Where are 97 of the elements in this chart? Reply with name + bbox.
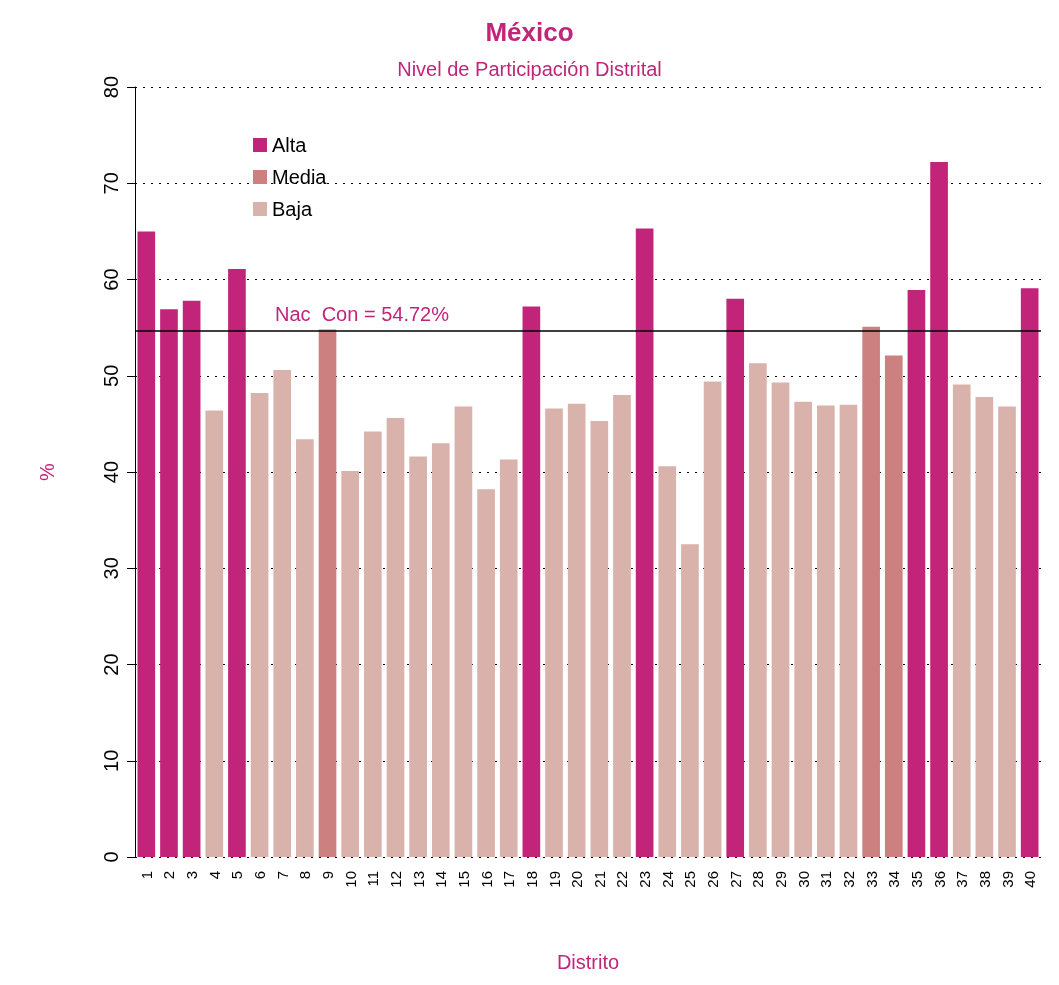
y-axis-title: % [36, 462, 58, 481]
y-tick-label: 40 [100, 460, 122, 484]
x-tick-label: 38 [975, 871, 993, 888]
legend-label: Baja [272, 198, 313, 220]
x-tick-label: 16 [477, 871, 495, 888]
x-tick-label: 11 [364, 871, 382, 887]
bar [635, 228, 654, 857]
bar [613, 395, 631, 857]
x-tick-label: 13 [409, 871, 427, 888]
x-tick-label: 19 [545, 871, 563, 888]
x-tick-label: 37 [953, 871, 971, 888]
bar [296, 439, 314, 857]
bar [771, 382, 790, 857]
x-tick-label: 34 [885, 871, 903, 888]
x-tick-label: 35 [907, 871, 925, 888]
x-tick-label: 39 [998, 871, 1016, 888]
bar [522, 306, 541, 857]
x-tick-label: 36 [930, 871, 948, 888]
bar [658, 466, 677, 857]
bar [884, 355, 903, 857]
y-tick-label: 20 [100, 653, 122, 676]
x-tick-label: 7 [273, 871, 291, 880]
bar [681, 544, 699, 857]
bar [318, 329, 337, 857]
x-tick-label: 27 [726, 871, 744, 888]
x-tick-label: 30 [794, 871, 812, 888]
x-tick-label: 24 [658, 871, 676, 888]
x-tick-label: 22 [613, 871, 631, 888]
bar [409, 456, 427, 857]
y-tick-label: 80 [100, 75, 122, 99]
x-tick-label: 2 [160, 871, 178, 880]
bar [273, 369, 292, 857]
x-axis-title: Distrito [556, 951, 620, 973]
bar [228, 268, 246, 857]
bar [839, 404, 858, 857]
bar [749, 363, 767, 857]
x-tick-label: 25 [681, 871, 699, 888]
y-tick-label: 70 [100, 172, 122, 195]
bar [998, 406, 1016, 857]
bar [454, 406, 473, 857]
bar [930, 162, 948, 857]
x-tick-label: 15 [454, 871, 472, 888]
bar [205, 410, 224, 857]
bar [182, 300, 201, 857]
x-tick-label: 40 [1021, 871, 1039, 888]
bar [816, 405, 835, 857]
x-tick-label: 21 [590, 871, 608, 888]
chart-subtitle: Nivel de Participación Distrital [397, 58, 662, 80]
bar [386, 418, 405, 857]
bar [794, 401, 813, 857]
bar [726, 298, 745, 857]
bar [952, 384, 971, 857]
x-tick-label: 32 [839, 871, 857, 888]
bar [499, 459, 518, 857]
x-tick-label: 33 [862, 871, 880, 888]
x-tick-label: 9 [319, 871, 337, 880]
bar [862, 326, 880, 857]
bar [137, 231, 156, 857]
x-tick-label: 10 [341, 871, 359, 888]
x-tick-label: 14 [432, 871, 450, 888]
y-tick-label: 10 [100, 749, 122, 772]
y-tick-label: 50 [100, 364, 122, 387]
x-tick-label: 31 [817, 871, 835, 888]
bar [907, 290, 926, 857]
bar [160, 309, 178, 857]
x-tick-label: 20 [568, 871, 586, 888]
x-tick-label: 17 [500, 871, 518, 888]
ref-line-label: Nac Con = 54.72% [275, 303, 450, 326]
y-tick-label: 60 [100, 268, 122, 291]
legend-label: Alta [272, 134, 308, 156]
x-tick-label: 4 [205, 871, 223, 880]
x-tick-label: 3 [183, 871, 201, 880]
x-tick-label: 5 [228, 871, 246, 880]
bar [431, 443, 450, 857]
bar [975, 396, 994, 857]
bar [703, 381, 722, 857]
x-tick-label: 12 [386, 871, 404, 888]
bar [590, 420, 609, 857]
bar [477, 489, 495, 857]
x-tick-label: 6 [251, 871, 269, 880]
bar [567, 403, 586, 857]
bar [341, 471, 360, 857]
legend-label: Media [272, 166, 328, 188]
x-tick-label: 23 [636, 871, 654, 888]
x-tick-label: 8 [296, 871, 314, 880]
x-tick-label: 28 [749, 871, 767, 888]
y-tick-label: 30 [100, 557, 122, 580]
x-tick-label: 26 [704, 871, 722, 888]
y-tick-label: 0 [100, 851, 122, 863]
bar [363, 431, 382, 857]
bar [1020, 288, 1039, 857]
bar [545, 408, 563, 857]
chart-title: México [485, 17, 574, 47]
x-tick-label: 18 [522, 871, 540, 888]
x-tick-label: 1 [137, 871, 155, 880]
x-tick-label: 29 [772, 871, 790, 888]
bar [250, 393, 269, 857]
